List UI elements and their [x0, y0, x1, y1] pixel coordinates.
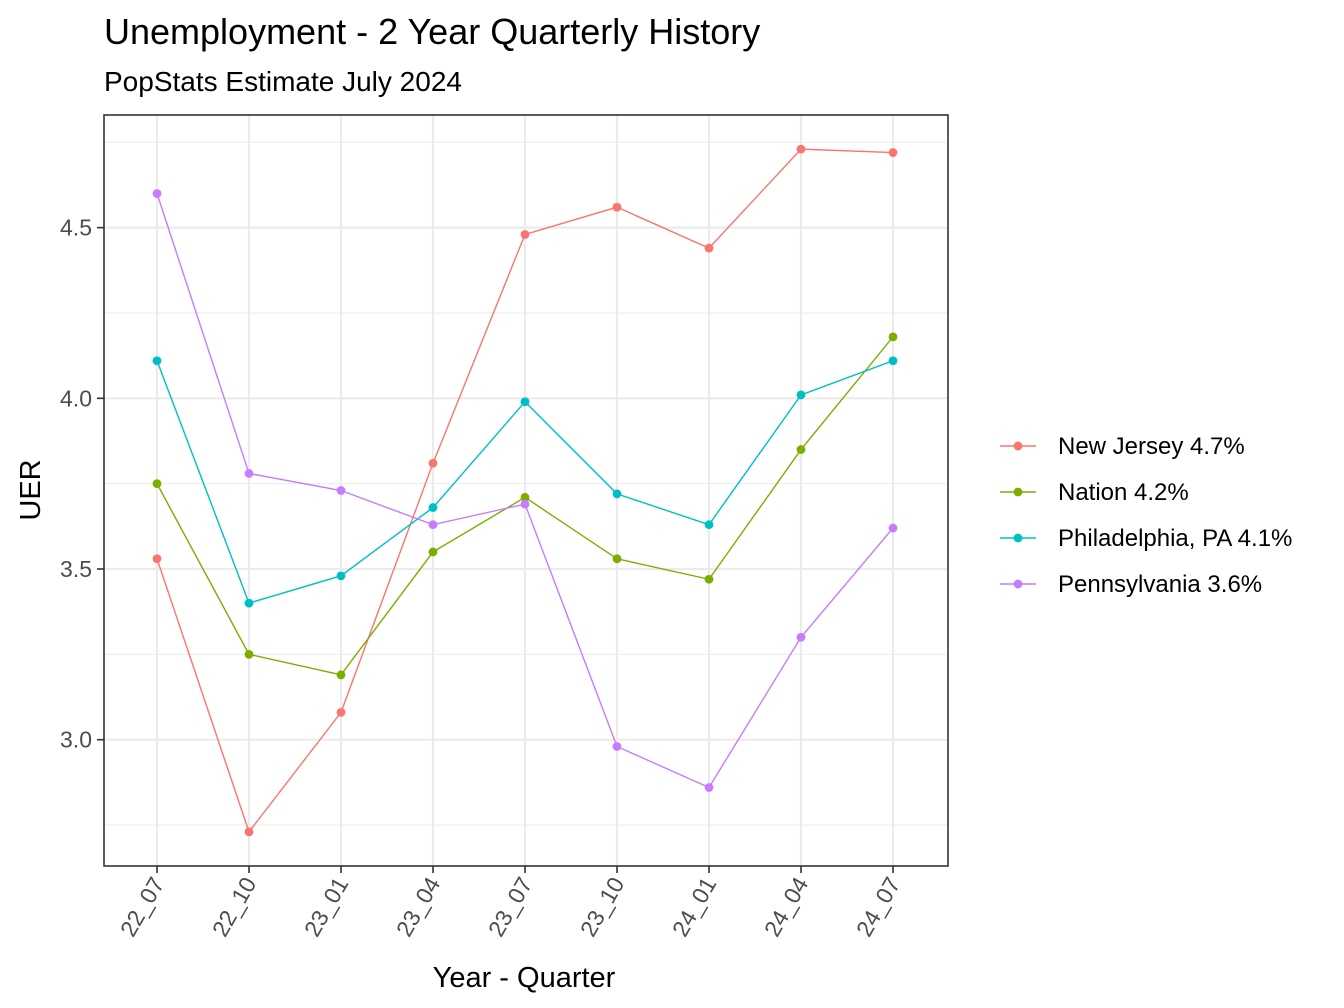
x-axis-title: Year - Quarter — [433, 962, 616, 994]
legend-label-1: Nation 4.2% — [1058, 479, 1189, 506]
legend-key-point-0 — [1013, 441, 1023, 451]
data-point-3-3 — [428, 520, 438, 530]
y-tick-label-2: 4.0 — [60, 385, 92, 411]
legend-label-2: Philadelphia, PA 4.1% — [1058, 525, 1292, 552]
data-point-0-2 — [336, 707, 346, 717]
chart-subtitle: PopStats Estimate July 2024 — [104, 66, 462, 97]
data-point-1-8 — [888, 332, 898, 342]
data-point-2-2 — [336, 571, 346, 581]
legend-key-point-2 — [1013, 533, 1023, 543]
data-point-3-7 — [796, 632, 806, 642]
data-point-3-2 — [336, 486, 346, 495]
x-tick-label-6: 24_01 — [667, 873, 722, 941]
data-point-1-1 — [244, 649, 254, 659]
data-point-3-4 — [520, 499, 530, 509]
y-axis: 3.0 3.5 4.0 4.5 — [60, 215, 104, 753]
x-axis: 22_07 22_10 23_01 23_04 23_07 23_10 24_01 24_04… — [115, 866, 906, 941]
data-point-1-2 — [336, 670, 346, 680]
x-tick-label-7: 24_04 — [759, 872, 814, 941]
legend: New Jersey 4.7% Nation 4.2% Philadelphia, … — [1000, 433, 1292, 598]
x-tick-label-4: 23_07 — [483, 873, 538, 941]
data-point-0-6 — [704, 243, 714, 253]
y-tick-label-1: 3.5 — [60, 556, 92, 582]
legend-key-point-1 — [1013, 487, 1023, 497]
data-point-2-6 — [704, 520, 714, 530]
data-point-1-7 — [796, 445, 806, 454]
data-point-2-5 — [612, 489, 622, 499]
data-point-1-6 — [704, 574, 714, 584]
data-point-3-6 — [704, 783, 714, 792]
data-point-1-0 — [152, 479, 162, 489]
x-tick-label-0: 22_07 — [115, 873, 170, 941]
data-point-1-4 — [520, 492, 530, 502]
legend-label-0: New Jersey 4.7% — [1058, 433, 1245, 460]
data-point-0-8 — [888, 148, 898, 157]
data-point-2-4 — [520, 397, 530, 407]
data-point-0-7 — [796, 144, 806, 154]
data-point-2-7 — [796, 390, 806, 400]
chart-title: Unemployment - 2 Year Quarterly History — [104, 11, 760, 52]
x-tick-label-3: 23_04 — [391, 872, 446, 941]
data-point-3-5 — [612, 742, 622, 751]
data-point-0-4 — [520, 230, 530, 239]
series-layer — [152, 144, 898, 837]
y-tick-label-0: 3.0 — [60, 727, 92, 753]
data-point-2-8 — [888, 356, 898, 366]
legend-label-3: Pennsylvania 3.6% — [1058, 571, 1262, 598]
y-axis-title: UER — [15, 459, 47, 520]
x-tick-label-5: 23_10 — [575, 873, 630, 941]
data-point-1-3 — [428, 547, 438, 557]
legend-key-point-3 — [1013, 579, 1023, 589]
data-point-2-1 — [244, 598, 254, 608]
data-point-3-1 — [244, 469, 254, 478]
x-tick-label-8: 24_07 — [851, 873, 906, 941]
data-point-3-8 — [888, 523, 898, 533]
data-point-1-5 — [612, 554, 622, 564]
y-tick-label-3: 4.5 — [60, 215, 92, 241]
data-point-0-1 — [244, 827, 254, 837]
data-point-2-3 — [428, 503, 438, 512]
x-tick-label-2: 23_01 — [299, 873, 354, 941]
data-point-2-0 — [152, 356, 162, 366]
data-point-0-0 — [152, 554, 162, 564]
data-point-0-3 — [428, 458, 438, 468]
data-point-0-5 — [612, 202, 622, 212]
data-point-3-0 — [152, 189, 162, 198]
x-tick-label-1: 22_10 — [207, 873, 262, 941]
plot-panel-border — [103, 114, 949, 867]
